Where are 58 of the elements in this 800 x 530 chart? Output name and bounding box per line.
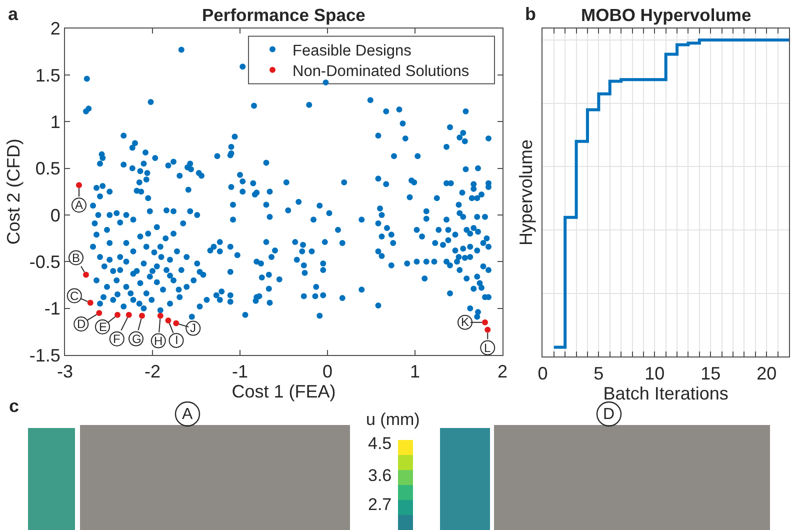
text: 3.6 [368, 466, 392, 485]
annotation: I [175, 333, 178, 347]
text: b [525, 4, 536, 24]
annotation: L [484, 341, 491, 355]
y-axis-title: Hypervolume [516, 139, 536, 246]
point [87, 300, 94, 306]
x-tick-label: -2 [144, 362, 161, 382]
y-tick-label: 2 [50, 18, 60, 39]
point [173, 320, 180, 326]
y-tick-label: 1 [50, 112, 60, 132]
point [126, 312, 132, 318]
y-tick-label: 1.5 [35, 65, 60, 86]
point [157, 312, 164, 319]
point [76, 182, 82, 188]
x-tick-label: 2 [497, 362, 508, 382]
text: c [9, 396, 20, 416]
x-tick-label: 0 [538, 363, 548, 384]
annotation: F [113, 332, 120, 346]
text: u (mm) [366, 410, 420, 429]
x-tick-label: 5 [594, 363, 604, 384]
point [83, 272, 89, 278]
legend-label: Non-Dominated Solutions [292, 62, 470, 80]
annotation: K [461, 315, 470, 329]
annotation: C [70, 289, 79, 303]
y-tick-label: 0 [50, 205, 60, 226]
annotation: G [132, 332, 142, 346]
legend-label: Feasible Designs [292, 42, 412, 60]
x-tick-label: 1 [410, 362, 420, 382]
text: 4.5 [368, 434, 392, 453]
text: a [8, 4, 19, 24]
point [484, 326, 491, 333]
x-tick-label: 0 [322, 362, 333, 382]
annotation: H [154, 334, 163, 348]
x-axis-title: Batch Iterations [603, 383, 728, 404]
annotation: D [77, 317, 86, 331]
annotation: E [99, 320, 108, 334]
text: D [603, 406, 615, 423]
text: 2.7 [368, 495, 392, 514]
y-axis-title: Cost 2 (CFD) [4, 138, 24, 245]
point [114, 312, 120, 318]
chart-title: MOBO Hypervolume [581, 5, 752, 25]
point [165, 317, 172, 324]
y-tick-label: -0.5 [29, 252, 60, 272]
text: A [182, 406, 193, 423]
x-tick-label: -1 [232, 362, 248, 382]
annotation: A [75, 198, 84, 212]
x-tick-label: 10 [644, 363, 665, 384]
chart-title: Performance Space [202, 5, 366, 25]
x-tick-label: 15 [700, 363, 721, 384]
point [96, 310, 102, 316]
y-tick-label: 0.5 [35, 158, 60, 179]
point [139, 312, 145, 319]
annotation: B [72, 251, 80, 265]
point [482, 319, 488, 326]
annotation: J [190, 321, 196, 335]
x-tick-label: 20 [756, 363, 777, 384]
y-tick-label: -1 [44, 298, 60, 319]
x-axis-title: Cost 1 (FEA) [232, 382, 336, 402]
